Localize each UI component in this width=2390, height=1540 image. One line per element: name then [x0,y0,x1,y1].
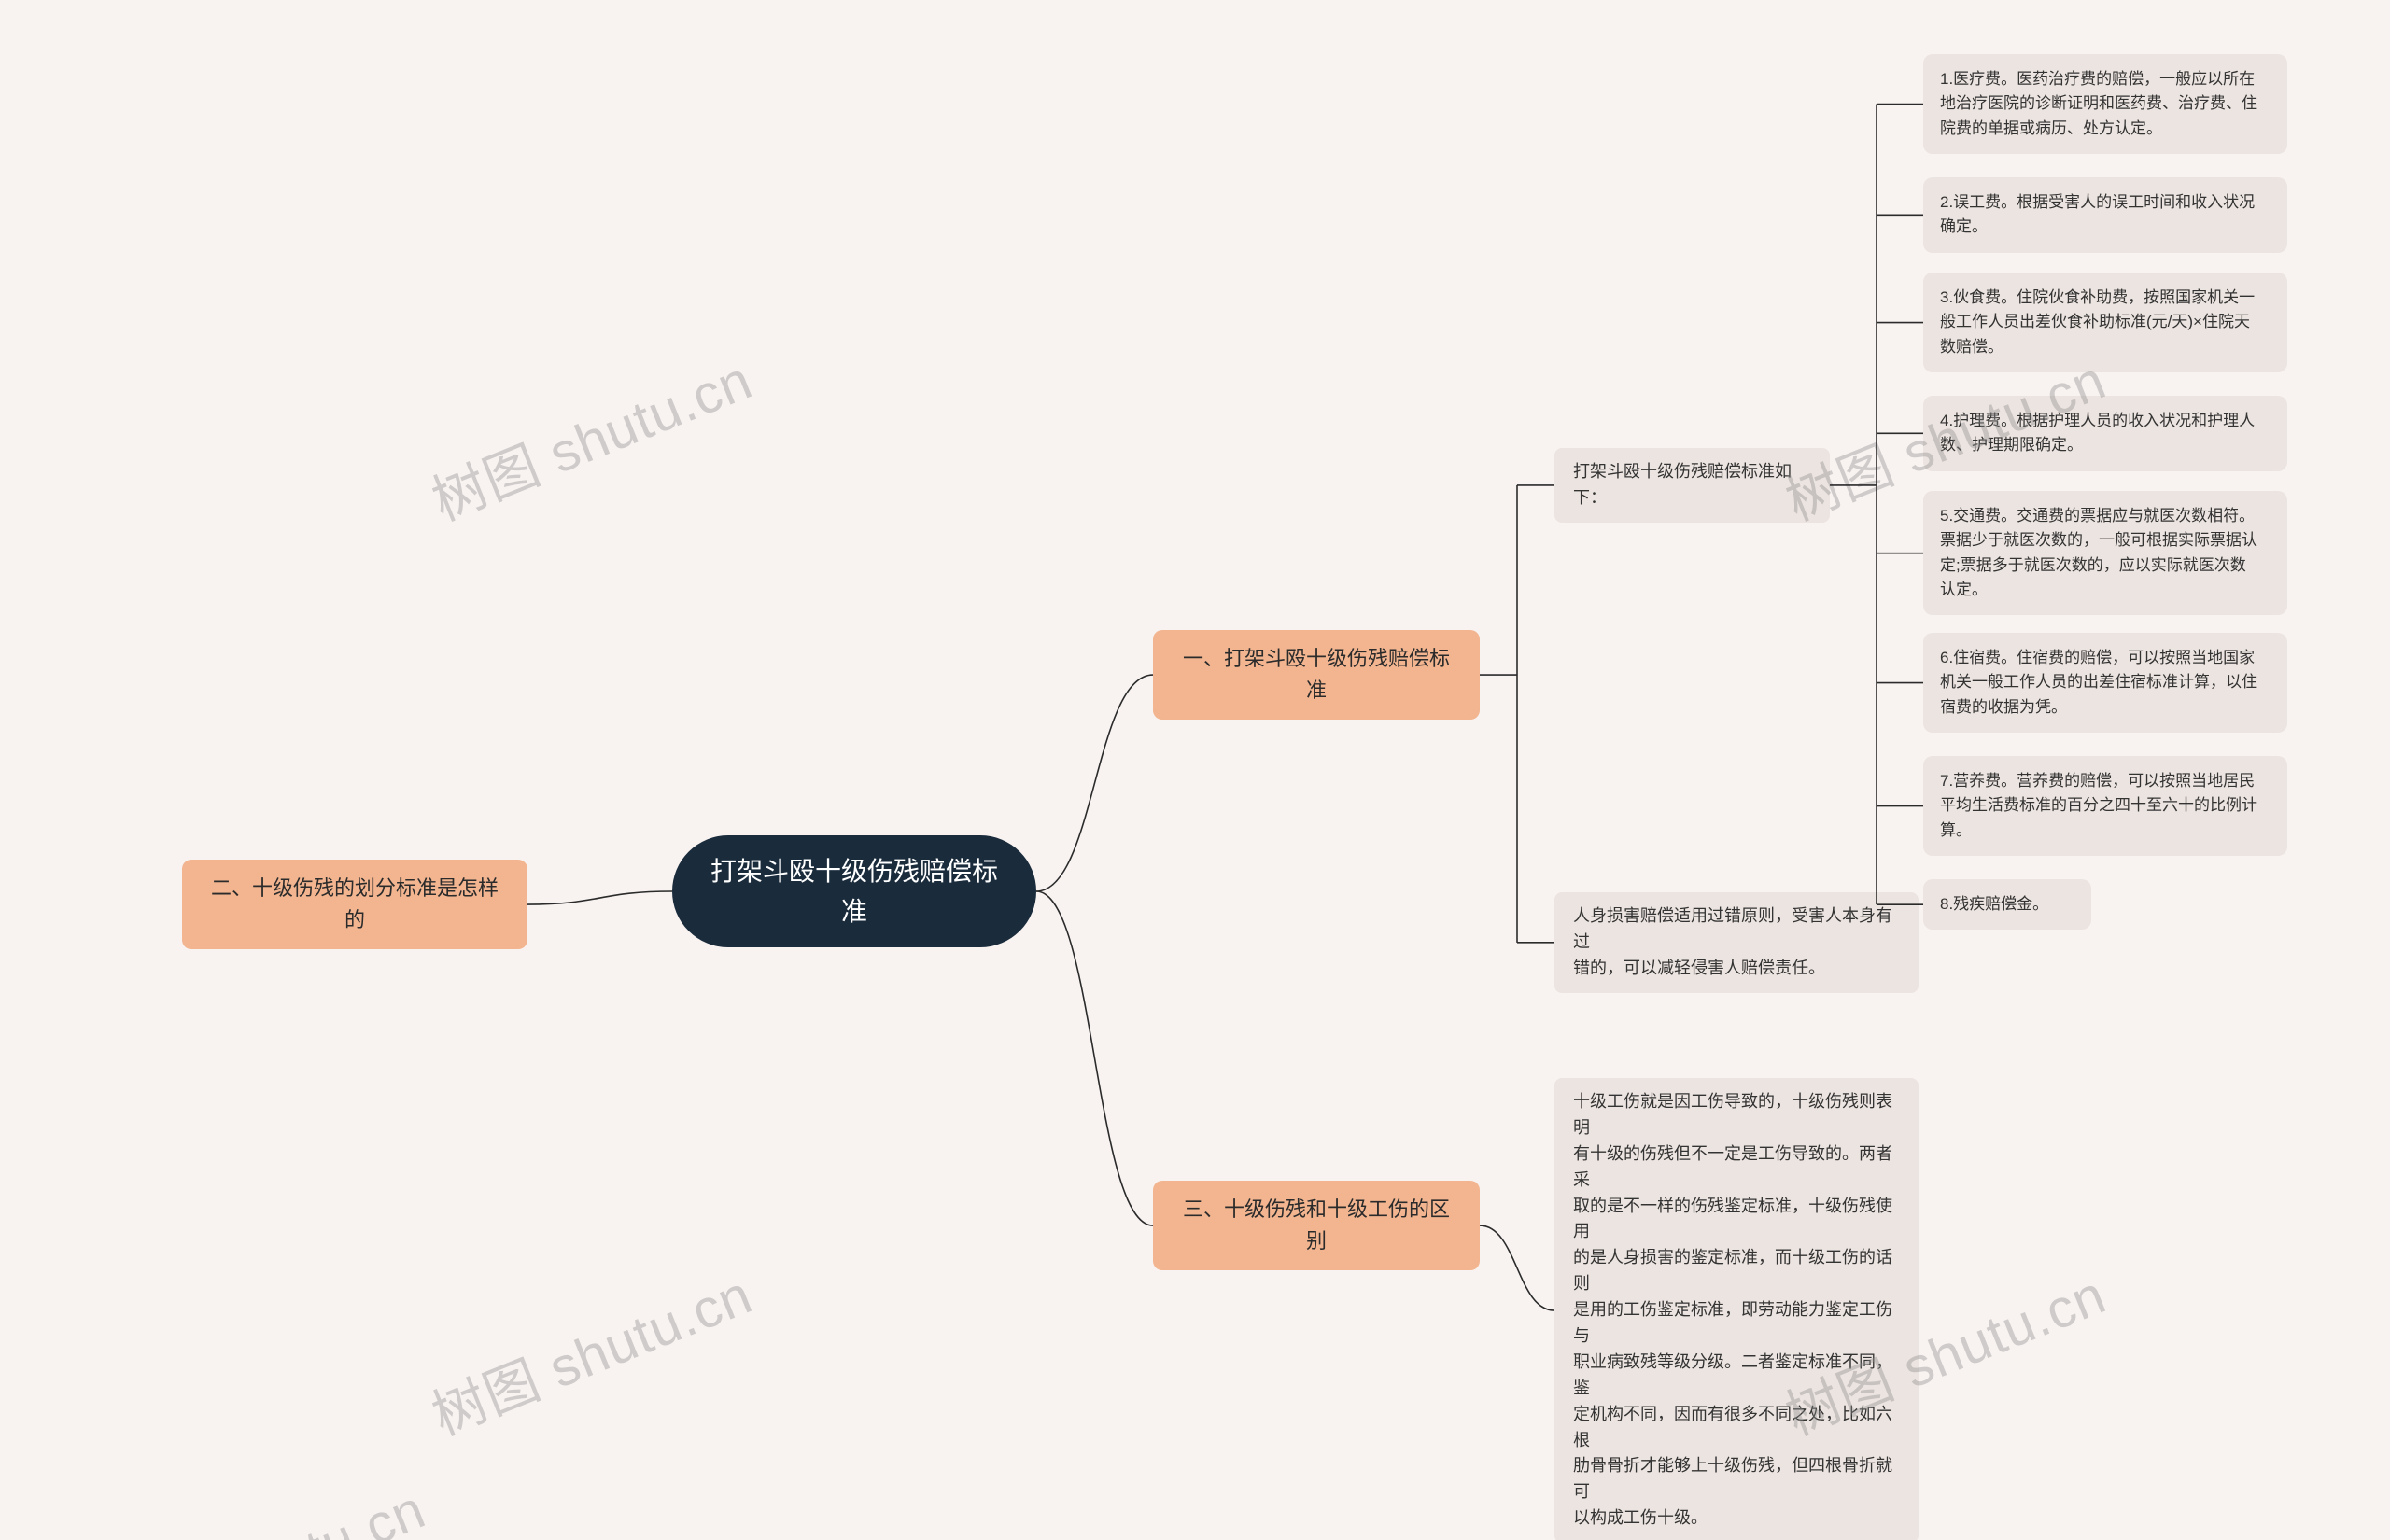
leaf-node-8: 8.残疾赔偿金。 [1923,879,2091,930]
leaf-node-6-label: 6.住宿费。住宿费的赔偿，可以按照当地国家 机关一般工作人员的出差住宿标准计算，… [1940,646,2257,720]
sub-node-2: 人身损害赔偿适用过错原则，受害人本身有过 错的，可以减轻侵害人赔偿责任。 [1554,892,1919,993]
leaf-node-6: 6.住宿费。住宿费的赔偿，可以按照当地国家 机关一般工作人员的出差住宿标准计算，… [1923,633,2287,733]
sub-node-3: 十级工伤就是因工伤导致的，十级伤残则表明 有十级的伤残但不一定是工伤导致的。两者… [1554,1078,1919,1540]
leaf-node-5-label: 5.交通费。交通费的票据应与就医次数相符。 票据少于就医次数的，一般可根据实际票… [1940,504,2257,602]
leaf-node-7: 7.营养费。营养费的赔偿，可以按照当地居民 平均生活费标准的百分之四十至六十的比… [1923,756,2287,856]
leaf-node-1: 1.医疗费。医药治疗费的赔偿，一般应以所在 地治疗医院的诊断证明和医药费、治疗费… [1923,54,2287,154]
primary-node-1-label: 一、打架斗殴十级伤残赔偿标准 [1175,643,1457,707]
mindmap-canvas: 打架斗殴十级伤残赔偿标 准 一、打架斗殴十级伤残赔偿标准三、十级伤残和十级工伤的区… [0,0,2390,1540]
watermark: 树图 shutu.cn [419,1251,762,1450]
primary-node-2-label: 三、十级伤残和十级工伤的区别 [1175,1194,1457,1257]
leaf-node-7-label: 7.营养费。营养费的赔偿，可以按照当地居民 平均生活费标准的百分之四十至六十的比… [1940,769,2257,843]
watermark: 树图 shutu.cn [419,336,762,536]
leaf-node-5: 5.交通费。交通费的票据应与就医次数相符。 票据少于就医次数的，一般可根据实际票… [1923,491,2287,615]
leaf-node-2-label: 2.误工费。根据受害人的误工时间和收入状况 确定。 [1940,190,2255,240]
leaf-node-3-label: 3.伙食费。住院伙食补助费，按照国家机关一 般工作人员出差伙食补助标准(元/天)… [1940,286,2255,359]
leaf-node-3: 3.伙食费。住院伙食补助费，按照国家机关一 般工作人员出差伙食补助标准(元/天)… [1923,273,2287,372]
leaf-node-4: 4.护理费。根据护理人员的收入状况和护理人 数、护理期限确定。 [1923,396,2287,471]
sub-node-3-label: 十级工伤就是因工伤导致的，十级伤残则表明 有十级的伤残但不一定是工伤导致的。两者… [1573,1089,1900,1532]
primary-node-2: 三、十级伤残和十级工伤的区别 [1153,1181,1480,1270]
root-node-label: 打架斗殴十级伤残赔偿标 准 [710,851,998,932]
sub-node-1: 打架斗殴十级伤残赔偿标准如下： [1554,448,1830,523]
root-node: 打架斗殴十级伤残赔偿标 准 [672,835,1036,947]
leaf-node-2: 2.误工费。根据受害人的误工时间和收入状况 确定。 [1923,177,2287,253]
leaf-node-4-label: 4.护理费。根据护理人员的收入状况和护理人 数、护理期限确定。 [1940,409,2255,458]
primary-node-3-label: 二、十级伤残的划分标准是怎样的 [204,873,505,936]
primary-node-1: 一、打架斗殴十级伤残赔偿标准 [1153,630,1480,720]
primary-node-3: 二、十级伤残的划分标准是怎样的 [182,860,527,949]
watermark: 树图 shutu.cn [92,1465,435,1540]
sub-node-2-label: 人身损害赔偿适用过错原则，受害人本身有过 错的，可以减轻侵害人赔偿责任。 [1573,903,1900,982]
sub-node-1-label: 打架斗殴十级伤残赔偿标准如下： [1573,459,1811,511]
leaf-node-8-label: 8.残疾赔偿金。 [1940,892,2048,917]
leaf-node-1-label: 1.医疗费。医药治疗费的赔偿，一般应以所在 地治疗医院的诊断证明和医药费、治疗费… [1940,67,2257,141]
